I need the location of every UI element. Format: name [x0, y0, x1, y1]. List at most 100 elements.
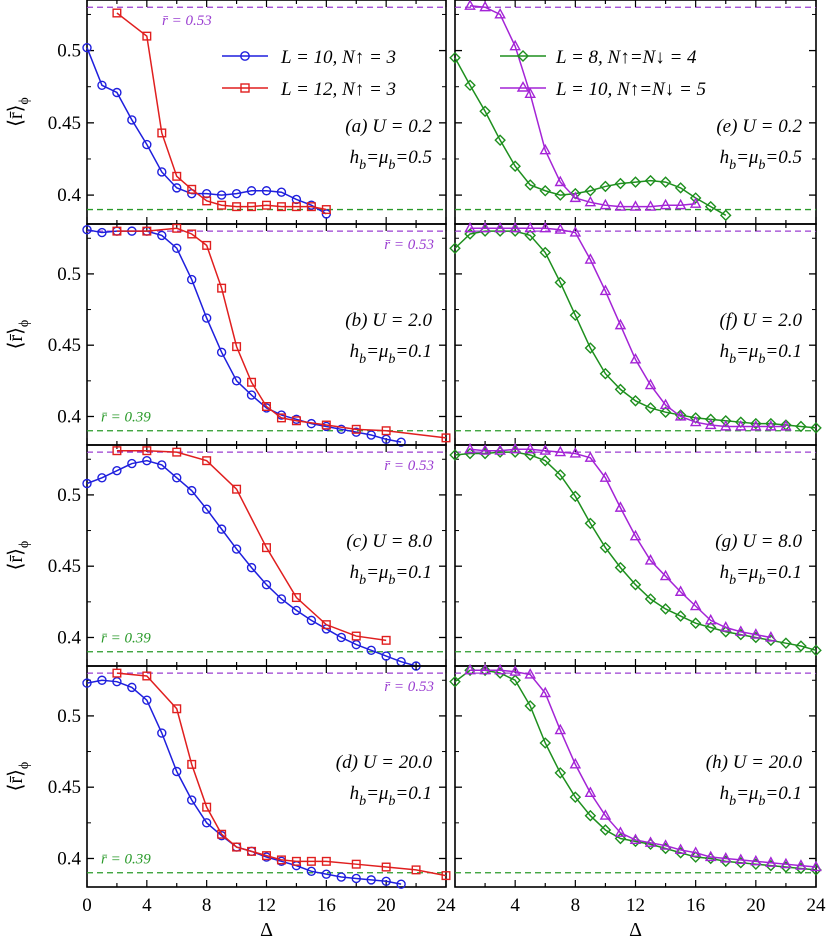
data-point [381, 434, 391, 444]
data-point [584, 786, 597, 797]
data-point [674, 610, 687, 622]
data-point [599, 367, 612, 380]
data-point [704, 850, 717, 862]
data-point [584, 809, 597, 822]
data-point [97, 227, 107, 238]
data-point [261, 186, 272, 196]
data-point [464, 664, 476, 677]
data-point [704, 621, 717, 634]
data-point [97, 675, 107, 685]
reference-label-high: r̄ = 0.53 [384, 458, 434, 474]
data-point [524, 449, 536, 461]
data-point [689, 617, 702, 630]
data-point [539, 444, 552, 455]
x-axis-label: Δ [260, 919, 273, 941]
data-point [464, 79, 476, 92]
data-point [172, 766, 182, 777]
series-line [116, 12, 327, 211]
data-point [674, 182, 687, 194]
data-point [187, 184, 197, 194]
data-point [201, 313, 212, 323]
data-point [629, 200, 642, 211]
data-point [719, 209, 732, 222]
data-point [276, 413, 286, 423]
data-point [172, 447, 182, 457]
data-point [262, 543, 272, 553]
y-tick-label: 0.45 [48, 777, 81, 798]
panel-label: (c) U = 8.0 [346, 531, 432, 552]
data-point [614, 832, 627, 845]
data-point [644, 554, 657, 565]
data-point [449, 242, 461, 255]
data-point [306, 615, 317, 626]
data-point [127, 458, 137, 469]
data-point [82, 478, 92, 489]
x-tick-label: 4 [142, 895, 152, 916]
x-tick-label: 20 [377, 895, 396, 916]
data-point [524, 221, 536, 233]
panel-sublabel: hb=μb=0.5 [350, 147, 432, 173]
data-point [202, 802, 212, 812]
x-tick-label: 16 [686, 895, 705, 916]
data-point [82, 225, 92, 235]
series-square [112, 446, 391, 645]
data-point [689, 415, 702, 427]
data-point [276, 187, 287, 197]
series-triangle [464, 221, 792, 431]
data-point [172, 183, 182, 193]
panel-label: (b) U = 2.0 [345, 310, 432, 331]
data-point [201, 818, 212, 828]
data-point [524, 179, 536, 191]
data-point [599, 541, 612, 554]
data-point [381, 635, 391, 645]
data-point [539, 143, 552, 155]
data-point [306, 866, 317, 877]
y-axis-label: ⟨r̄⟩ϕ [5, 762, 32, 792]
data-point [351, 873, 361, 884]
data-point [246, 562, 257, 573]
data-point [509, 39, 521, 51]
data-point [554, 767, 567, 779]
data-point [216, 347, 227, 358]
data-point [479, 0, 491, 12]
data-point [246, 390, 257, 400]
data-point [464, 447, 476, 460]
data-point [262, 402, 272, 412]
data-point [246, 186, 257, 196]
data-point [554, 723, 567, 735]
data-point [232, 342, 242, 352]
data-point [539, 454, 552, 467]
data-point [614, 177, 627, 190]
data-point [441, 433, 451, 443]
data-point [112, 676, 122, 687]
data-point [464, 663, 476, 675]
data-point [569, 447, 582, 458]
panel-frame [454, 223, 817, 446]
data-point [127, 115, 137, 125]
data-point [216, 524, 227, 534]
data-point [735, 853, 747, 865]
data-point [202, 196, 212, 206]
data-point [112, 226, 122, 236]
y-axis-label: ⟨r̄⟩ϕ [5, 97, 32, 127]
data-point [217, 283, 227, 293]
data-point [659, 398, 672, 410]
data-point [704, 418, 717, 430]
data-point [351, 639, 361, 650]
data-point [172, 243, 182, 253]
data-point [509, 160, 521, 172]
data-point [411, 865, 421, 875]
data-point [584, 253, 597, 264]
data-point [689, 192, 702, 204]
data-point [674, 410, 687, 421]
data-point [704, 413, 717, 426]
data-point [674, 843, 687, 855]
data-point [262, 200, 272, 210]
data-point [719, 852, 732, 863]
data-point [142, 139, 152, 150]
data-point [464, 0, 476, 10]
y-tick-label: 0.5 [57, 485, 81, 506]
data-point [795, 640, 807, 652]
panel-d: 0.4 0.45 0.5 ⟨r̄⟩ϕ r̄ = 0.53 r̄ = 0.39 (d) U =… [5, 665, 451, 889]
data-point [157, 728, 167, 738]
